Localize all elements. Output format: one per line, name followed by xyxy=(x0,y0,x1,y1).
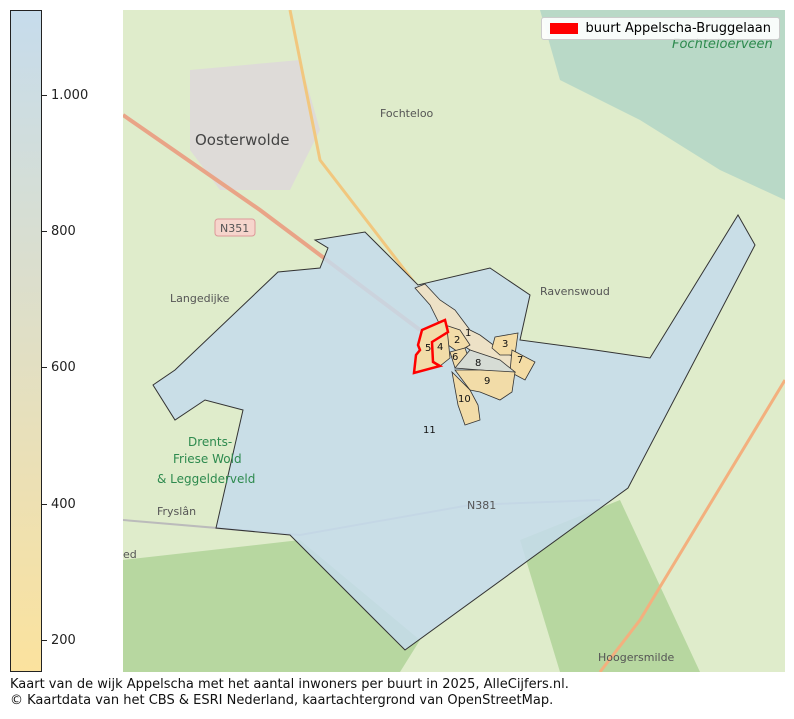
buurt-label: 1 xyxy=(465,328,471,339)
buurt-5-appelscha-bruggelaan[interactable] xyxy=(412,318,450,375)
colorbar-tick: 200 xyxy=(42,633,76,648)
buurt-10[interactable] xyxy=(451,370,481,426)
place-label: Fryslân xyxy=(157,505,196,518)
buurt-label: 10 xyxy=(458,394,471,405)
fochteloerveen-area xyxy=(540,10,785,200)
buurt-label: 3 xyxy=(502,339,508,350)
legend-swatch xyxy=(549,23,578,34)
buurt-label: 11 xyxy=(423,425,436,436)
legend-label: buurt Appelscha-Bruggelaan xyxy=(585,21,771,36)
buurt-label: 9 xyxy=(484,376,490,387)
caption-line: Kaart van de wijk Appelscha met het aant… xyxy=(10,677,569,692)
colorbar-tick: 400 xyxy=(42,497,76,512)
colorbar-tick: 800 xyxy=(42,224,76,239)
place-label: Hoogersmilde xyxy=(598,651,675,664)
colorbar-tick: 1.000 xyxy=(42,88,88,103)
place-label: Oosterwolde xyxy=(195,131,289,149)
buurt-label: 7 xyxy=(517,355,523,366)
buurt-label: 8 xyxy=(475,358,481,369)
map[interactable]: 1 2 3 4 5 6 7 8 9 10 11 Oosterwolde Foch… xyxy=(123,10,785,672)
buurt-7[interactable] xyxy=(509,349,536,381)
place-label: N381 xyxy=(467,499,496,512)
road xyxy=(598,379,785,672)
forest-area xyxy=(123,540,420,672)
buurt-3[interactable] xyxy=(491,332,519,356)
road xyxy=(288,10,422,291)
caption: Kaart van de wijk Appelscha met het aant… xyxy=(10,677,569,709)
place-label: Fochteloo xyxy=(380,107,434,120)
road-shield xyxy=(214,218,256,237)
buurt-11[interactable] xyxy=(152,214,756,651)
oosterwolde-town xyxy=(190,60,320,190)
place-label: Friese Wold xyxy=(173,452,242,466)
buurt-label: 2 xyxy=(454,335,460,346)
buurt-9[interactable] xyxy=(454,369,516,401)
forest-area xyxy=(520,500,700,672)
map-legend: buurt Appelscha-Bruggelaan xyxy=(540,17,780,40)
buurt-label: 6 xyxy=(452,352,458,363)
caption-credits: © Kaartdata van het CBS & ESRI Nederland… xyxy=(10,693,554,708)
place-label: ed xyxy=(123,548,137,561)
colorbar-tick: 600 xyxy=(42,360,76,375)
place-label: Langedijke xyxy=(170,292,230,305)
colorbar xyxy=(10,10,42,672)
place-label: & Leggelderveld xyxy=(157,472,255,486)
place-label: Drents- xyxy=(188,435,232,449)
buurt-label: 4 xyxy=(437,342,443,353)
buurt-label: 5 xyxy=(425,343,431,354)
place-label: N351 xyxy=(220,222,249,235)
place-label: Fochteloërveen xyxy=(672,37,773,52)
place-label: Ravenswoud xyxy=(540,285,610,298)
